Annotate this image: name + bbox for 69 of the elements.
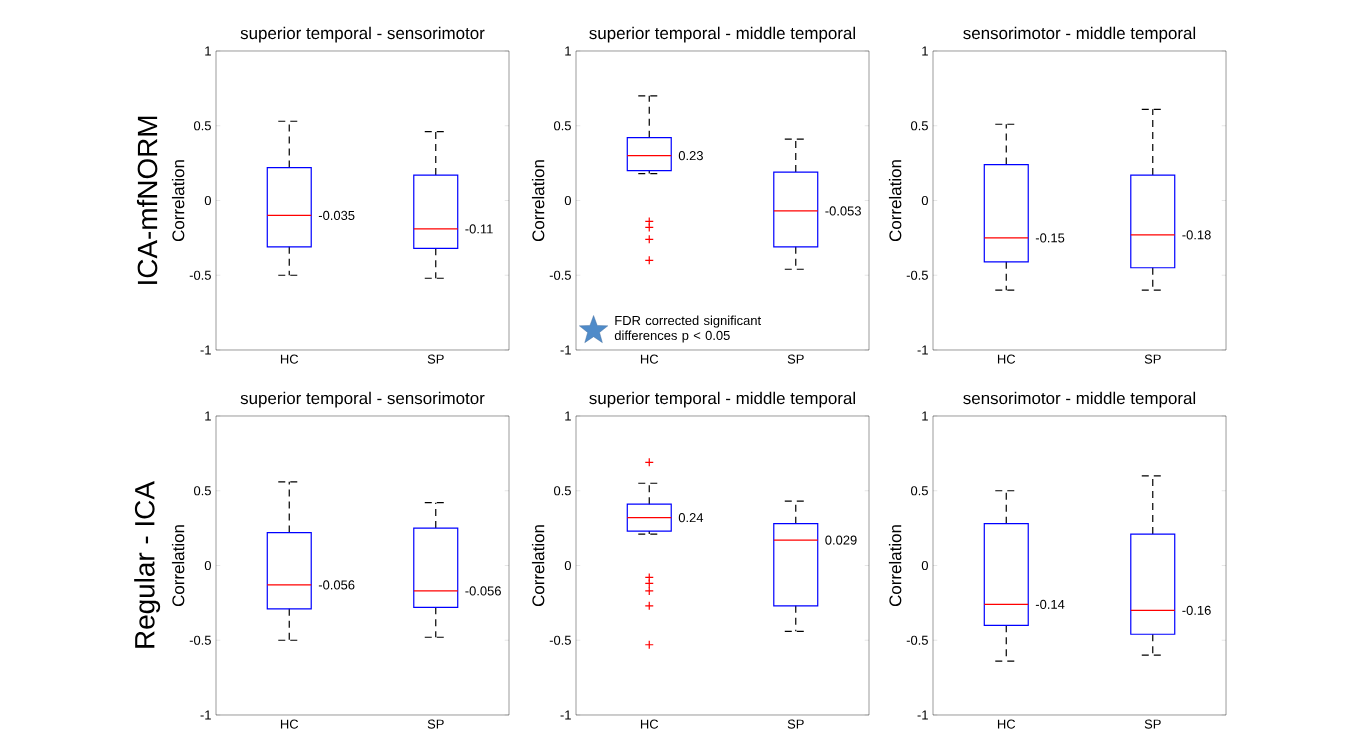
chart-title: sensorimotor - middle temporal [963, 26, 1196, 43]
y-tick-label: 0 [921, 195, 928, 206]
x-tick-label: HC [997, 354, 1016, 364]
y-tick-label: -1 [560, 710, 571, 720]
y-tick-label: 0.5 [193, 486, 211, 496]
x-tick-label: HC [640, 354, 659, 364]
y-tick-label: -1 [917, 710, 928, 720]
x-tick-label: HC [280, 719, 299, 729]
x-tick-label: SP [1144, 354, 1161, 364]
annotation: -0.16 [1182, 605, 1211, 615]
y-axis-title: Correlation [888, 525, 902, 607]
y-tick-label: 1 [205, 46, 211, 56]
y-tick-label: -1 [200, 710, 211, 720]
x-tick-label: SP [1144, 719, 1161, 729]
annotation: -0.15 [1035, 233, 1065, 243]
y-tick-label: 0.5 [553, 121, 571, 131]
y-tick-label: -0.5 [189, 270, 211, 280]
y-axis-title: Correlation [531, 160, 545, 242]
annotation: -0.056 [318, 580, 355, 590]
y-tick-label: 1 [205, 411, 211, 421]
y-tick-label: -0.5 [549, 635, 571, 645]
annotation: -0.11 [465, 224, 493, 234]
y-tick-label: 1 [565, 46, 571, 56]
y-tick-label: -0.5 [549, 270, 571, 280]
annotation: -0.056 [465, 586, 501, 596]
y-tick-label: 0.5 [193, 121, 211, 131]
y-axis-title: Correlation [531, 525, 545, 607]
chart-title: superior temporal - middle temporal [589, 391, 855, 408]
annotation: -0.035 [318, 210, 355, 221]
x-tick-label: HC [640, 719, 659, 729]
y-tick-label: 0 [204, 195, 211, 206]
annotation: -0.053 [825, 206, 861, 216]
x-tick-label: HC [997, 719, 1016, 729]
annotation: -0.14 [1035, 599, 1065, 609]
annotation: -0.18 [1182, 230, 1211, 240]
annotation: 0.029 [825, 535, 857, 545]
chart-title: superior temporal - sensorimotor [240, 391, 485, 408]
y-tick-label: -1 [917, 345, 928, 355]
x-tick-label: HC [280, 354, 299, 364]
chart-title: superior temporal - middle temporal [589, 26, 855, 43]
y-tick-label: 0.5 [910, 486, 928, 496]
annotation: 0.23 [678, 151, 703, 161]
x-tick-label: SP [787, 354, 804, 364]
x-tick-label: SP [427, 719, 444, 729]
chart-title: superior temporal - sensorimotor [240, 26, 485, 43]
y-tick-label: 0 [564, 195, 571, 206]
y-tick-label: -1 [560, 345, 571, 355]
y-tick-label: -1 [200, 345, 211, 355]
annotation: 0.24 [678, 513, 704, 523]
y-axis-title: Correlation [171, 525, 185, 607]
y-tick-label: 0 [921, 560, 928, 571]
y-tick-label: 1 [922, 411, 928, 421]
y-tick-label: 0.5 [910, 121, 928, 131]
y-tick-label: -0.5 [906, 270, 928, 280]
chart-title: sensorimotor - middle temporal [963, 391, 1196, 408]
y-tick-label: 1 [922, 46, 928, 56]
y-axis-title: Correlation [171, 160, 185, 242]
y-tick-label: 0 [204, 560, 211, 571]
annotation: FDR corrected significant differences p < 0.05 [614, 315, 761, 343]
y-tick-label: 0.5 [553, 486, 571, 496]
text: Regular - ICA [134, 481, 161, 648]
text: ICA-mfNORM [136, 116, 158, 284]
x-tick-label: SP [787, 719, 804, 729]
y-tick-label: 0 [564, 560, 571, 571]
y-tick-label: -0.5 [189, 635, 211, 645]
y-tick-label: -0.5 [906, 635, 928, 645]
y-tick-label: 1 [565, 411, 571, 421]
x-tick-label: SP [427, 354, 444, 364]
y-axis-title: Correlation [888, 160, 902, 242]
